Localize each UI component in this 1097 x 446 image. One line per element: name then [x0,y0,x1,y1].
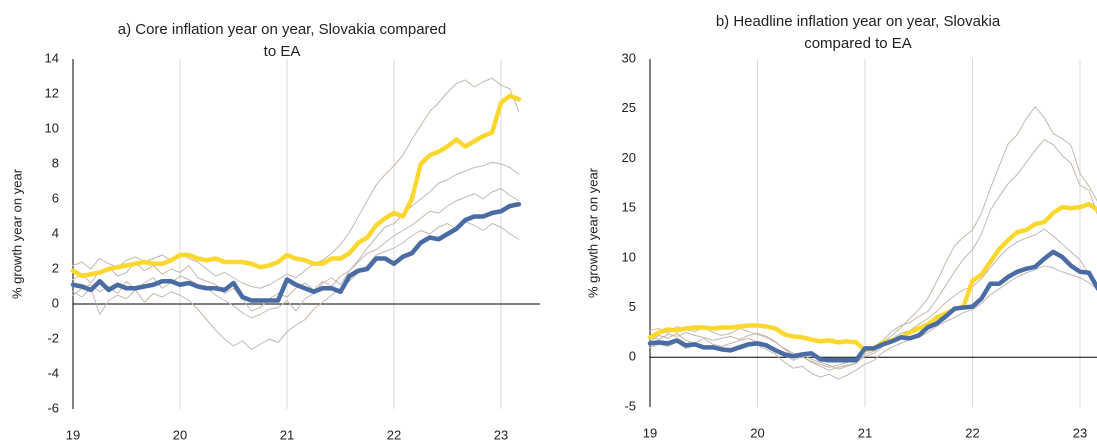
y-tick-label: -2 [47,330,59,345]
x-tick-label: 23 [494,427,508,441]
chart-title: a) Core inflation year on year, Slovakia… [118,21,447,38]
panel: b) Headline inflation year on year, Slov… [585,13,1097,440]
y-tick-label: 0 [52,295,59,310]
x-tick-label: 21 [280,427,294,441]
x-tick-label: 22 [387,427,401,441]
series-line [70,93,522,279]
y-tick-label: 12 [45,85,59,100]
y-tick-label: 5 [629,299,636,314]
y-tick-label: 14 [45,50,59,65]
panel: a) Core inflation year on year, Slovakia… [9,21,540,442]
comparison-line [72,161,520,312]
comparison-line [72,221,520,350]
chart-title: compared to EA [804,35,912,52]
x-tick-label: 19 [643,425,657,440]
y-tick-label: 10 [45,120,59,135]
chart-title: to EA [264,43,301,60]
y-axis-label: % growth year on year [585,167,600,298]
x-tick-label: 20 [173,427,187,441]
y-tick-label: 15 [622,200,636,215]
y-tick-label: 0 [629,349,636,364]
y-tick-label: 6 [52,190,59,205]
y-tick-label: -4 [47,365,59,380]
x-tick-label: 22 [965,425,979,440]
y-axis-label: % growth year on year [9,168,24,299]
chart-title: b) Headline inflation year on year, Slov… [716,13,1001,30]
comparison-line [649,228,1097,371]
comparison-line [72,188,520,319]
x-tick-label: 20 [750,425,764,440]
series-line [647,249,1097,363]
x-tick-label: 23 [1073,425,1087,440]
y-tick-label: 2 [52,260,59,275]
x-tick-label: 21 [858,425,872,440]
comparison-line [649,265,1097,380]
y-tick-label: 10 [622,249,636,264]
y-tick-label: -6 [47,400,59,415]
series-line [647,201,1097,353]
series-line [70,202,522,303]
comparison-line [649,139,1097,368]
comparison-line [649,106,1097,370]
y-tick-label: 25 [622,100,636,115]
y-tick-label: 8 [52,155,59,170]
x-tick-label: 19 [66,427,80,441]
y-tick-label: -5 [624,398,636,413]
y-tick-label: 4 [52,225,59,240]
y-tick-label: 30 [622,50,636,65]
y-tick-label: 20 [622,150,636,165]
